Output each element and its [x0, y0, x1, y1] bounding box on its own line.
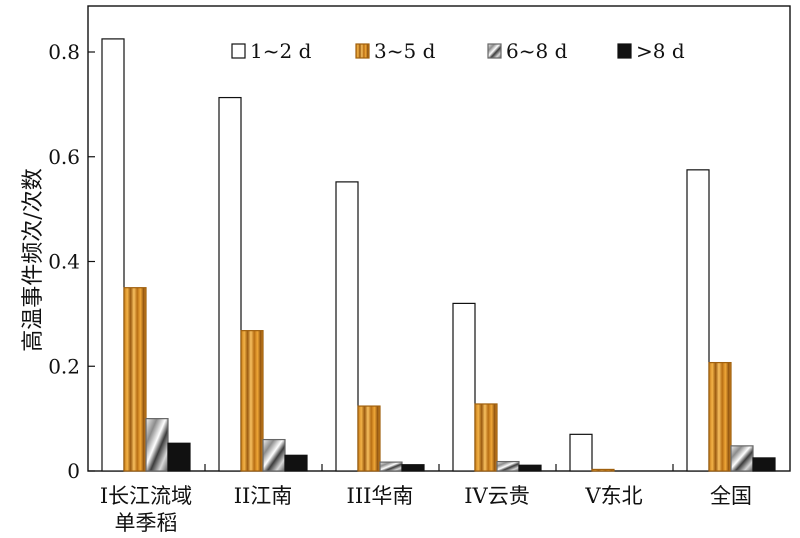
y-tick-label: 0 — [67, 459, 80, 483]
x-tick-label: V东北 — [584, 484, 642, 508]
bar-1-cat-1 — [101, 38, 125, 472]
x-tick-label: IV云贵 — [464, 484, 529, 508]
y-tick-label: 0.6 — [48, 145, 80, 169]
plot-frame — [87, 5, 791, 472]
bar-1-cat-6 — [686, 169, 710, 472]
legend-swatch — [355, 43, 370, 59]
legend-label: >8 d — [636, 39, 685, 63]
y-tick-label: 0.2 — [48, 354, 80, 378]
bar-1-cat-5 — [569, 433, 593, 472]
legend-label: 1~2 d — [250, 39, 312, 63]
y-axis: 0 0.2 0.4 0.6 0.8 — [48, 40, 95, 483]
x-tick-label: III华南 — [347, 484, 414, 508]
x-tick-label: I长江流域 — [100, 484, 192, 508]
bar-2-cat-3 — [357, 405, 381, 472]
x-tick-label: 单季稻 — [115, 511, 178, 535]
legend: 1~2 d 3~5 d 6~8 d >8 d — [231, 39, 685, 63]
bar-2-cat-2 — [240, 330, 264, 472]
legend-swatch — [487, 43, 502, 59]
legend-label: 3~5 d — [374, 39, 436, 63]
x-tick-label: II江南 — [234, 484, 293, 508]
bar-2-cat-1 — [123, 287, 147, 472]
bar-2-cat-4 — [474, 403, 498, 472]
bar-2-cat-6 — [708, 361, 732, 472]
bar-1-cat-4 — [452, 302, 476, 472]
y-axis-label: 高温事件频次/次数 — [21, 168, 46, 351]
bars — [101, 38, 776, 472]
bar-3-cat-6 — [730, 445, 754, 472]
bar-4-cat-6 — [752, 457, 776, 472]
y-tick-label: 0.4 — [48, 250, 80, 274]
legend-label: 6~8 d — [506, 39, 568, 63]
bar-3-cat-2 — [262, 438, 286, 472]
bar-3-cat-1 — [145, 418, 169, 472]
bar-4-cat-4 — [518, 464, 542, 472]
bar-3-cat-4 — [496, 460, 520, 472]
bar-1-cat-2 — [218, 96, 242, 472]
bar-3-cat-3 — [379, 461, 403, 472]
bar-4-cat-1 — [167, 442, 191, 472]
y-tick-label: 0.8 — [48, 40, 80, 64]
bar-1-cat-3 — [335, 181, 359, 472]
plot-border — [87, 5, 791, 472]
legend-swatch — [617, 43, 632, 59]
legend-swatch — [231, 43, 246, 59]
x-tick-label: 全国 — [710, 484, 752, 508]
bar-4-cat-3 — [401, 464, 425, 472]
bar-4-cat-2 — [284, 454, 308, 472]
bar-2-cat-5 — [591, 468, 615, 472]
